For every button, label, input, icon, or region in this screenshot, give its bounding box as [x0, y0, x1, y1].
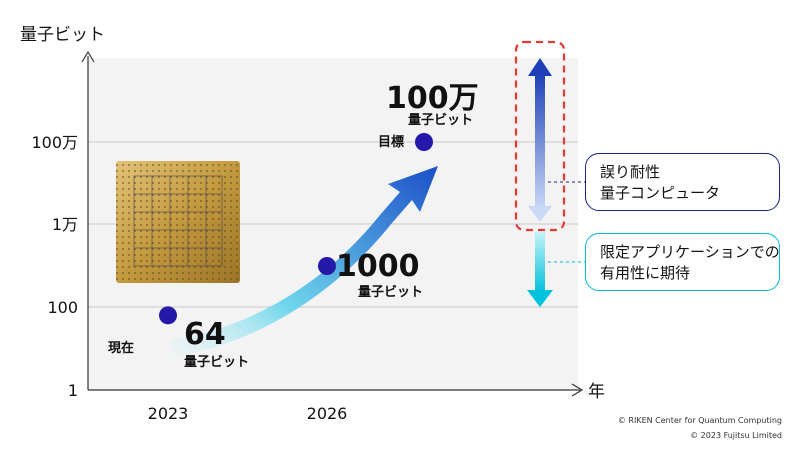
fault-tolerant-line2: 量子コンピュータ [600, 184, 721, 202]
copyright-fujitsu: © 2023 Fujitsu Limited [690, 431, 782, 440]
limited-use-line2: 有用性に期待 [600, 264, 691, 282]
y-axis-arrowhead [81, 50, 95, 63]
points-layer [159, 133, 433, 325]
quantum-chip-image [116, 161, 240, 283]
y-tick-10k: 1万 [52, 215, 78, 234]
data-point-0 [159, 306, 177, 325]
fault-tolerant-callout: 誤り耐性 量子コンピュータ [585, 153, 780, 211]
point-tag-current: 現在 [108, 340, 134, 356]
fault-tolerant-line1: 誤り耐性 [600, 163, 661, 181]
point-value-1000: 1000 [336, 249, 420, 284]
point-unit-64: 量子ビット [184, 354, 249, 370]
data-point-1 [318, 257, 336, 275]
x-axis-arrowhead [571, 383, 584, 397]
x-tick-2023: 2023 [148, 404, 189, 423]
point-unit-1000: 量子ビット [358, 284, 423, 300]
limited-use-line1: 限定アプリケーションでの [600, 243, 780, 261]
limited-use-callout: 限定アプリケーションでの 有用性に期待 [585, 233, 780, 291]
growth-arrow [172, 166, 438, 357]
point-value-1m: 100万 [386, 81, 479, 116]
fault-tolerant-dashed-box [514, 40, 566, 232]
limited-use-range-arrow [527, 232, 553, 307]
data-point-2 [415, 133, 433, 151]
y-tick-1: 1 [68, 381, 78, 400]
copyright-riken: © RIKEN Center for Quantum Computing [617, 416, 782, 425]
point-value-64: 64 [184, 317, 226, 352]
x-tick-2026: 2026 [307, 404, 348, 423]
y-tick-100: 100 [47, 298, 78, 317]
y-axis-label: 量子ビット [20, 25, 105, 45]
point-unit-1m: 量子ビット [408, 112, 473, 128]
x-axis-label: 年 [588, 382, 605, 402]
point-tag-target: 目標 [378, 134, 404, 150]
y-tick-1m: 100万 [31, 133, 78, 152]
fault-tolerant-range-arrow [528, 58, 552, 222]
